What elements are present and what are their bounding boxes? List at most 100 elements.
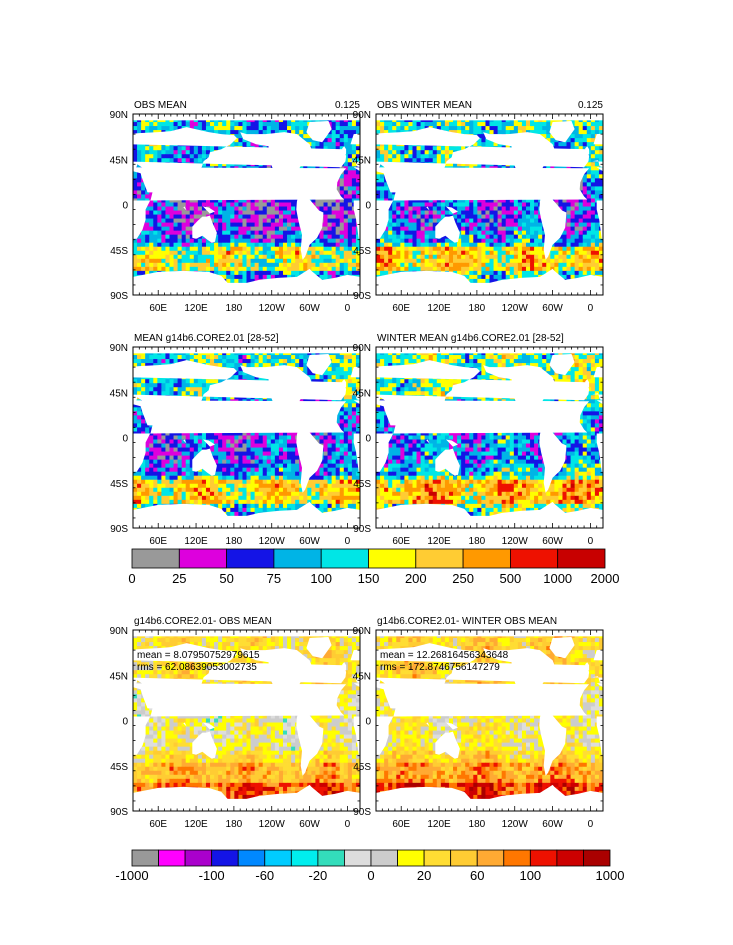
y-tick-label: 90S [353, 291, 371, 302]
colorbar-label: 0 [128, 571, 135, 586]
land-mask [296, 192, 324, 260]
colorbar-swatch [423, 849, 452, 867]
y-tick-label: 45S [110, 479, 128, 490]
colorbar-label: -60 [255, 868, 274, 883]
y-tick-label: 90N [353, 626, 371, 637]
land-mask [549, 121, 575, 143]
land-mask [662, 449, 687, 476]
x-tick-label: 60W [299, 303, 320, 314]
x-tick-label: 60E [149, 819, 167, 830]
y-tick-label: 45S [110, 246, 128, 257]
land-mask [133, 643, 347, 713]
colorbar-swatch [158, 849, 186, 867]
land-mask [192, 448, 217, 476]
stats-label: rms = 172.8746756147279 [380, 662, 500, 673]
land-mask [662, 216, 687, 243]
land-mask [446, 439, 458, 447]
colorbar-label: 1000 [596, 868, 625, 883]
colorbar-swatch [237, 849, 266, 867]
x-tick-label: 0 [588, 819, 594, 830]
land-mask [133, 347, 360, 354]
colorbar-swatch [557, 548, 606, 569]
panel-title: OBS WINTER MEAN [377, 100, 472, 111]
land-mask [423, 206, 430, 211]
x-tick-label: 0 [345, 536, 351, 547]
colorbar-swatch [462, 548, 511, 569]
x-tick-label: 60E [149, 536, 167, 547]
y-tick-label: 90S [110, 807, 128, 818]
land-mask [585, 662, 590, 671]
y-tick-label: 90N [110, 626, 128, 637]
colorbar-swatch [556, 849, 584, 867]
colorbar-label: 0 [367, 868, 374, 883]
minor-ticks [133, 114, 360, 295]
land-mask [435, 731, 460, 759]
map-field [376, 347, 733, 528]
land-mask [203, 722, 215, 730]
colorbar-swatch [131, 849, 159, 867]
colorbar-swatch [397, 849, 425, 867]
land-mask [306, 637, 332, 659]
y-tick-label: 0 [122, 434, 128, 445]
land-mask [603, 785, 733, 811]
colorbar-swatch [226, 548, 275, 569]
x-tick-label: 180 [469, 819, 486, 830]
colorbar-label: 75 [267, 571, 281, 586]
land-mask [673, 440, 685, 447]
x-tick-label: 60E [149, 303, 167, 314]
land-mask [203, 206, 215, 214]
x-tick-label: 120E [427, 536, 451, 547]
land-mask [650, 207, 656, 211]
minor-ticks [376, 630, 603, 811]
land-mask [133, 501, 360, 528]
x-tick-label: 120W [502, 536, 529, 547]
land-mask [349, 649, 360, 684]
colorbar-swatch [264, 849, 292, 867]
land-mask [710, 365, 733, 429]
land-mask [446, 206, 458, 214]
y-tick-label: 90N [353, 343, 371, 354]
colorbar-swatch [178, 548, 228, 569]
colorbar-label: 20 [417, 868, 431, 883]
land-mask [710, 132, 733, 196]
colorbar-label: 150 [358, 571, 380, 586]
panel-title: OBS MEAN [134, 100, 187, 111]
land-mask [133, 114, 360, 121]
x-tick-label: 60E [392, 536, 410, 547]
x-tick-label: 120E [184, 819, 208, 830]
colorbar-label: 200 [405, 571, 427, 586]
x-tick-label: 60W [299, 819, 320, 830]
y-tick-label: 0 [122, 201, 128, 212]
land-mask [603, 502, 733, 528]
land-mask [435, 215, 460, 243]
x-tick-label: 180 [226, 303, 243, 314]
land-mask [180, 722, 187, 727]
land-mask [592, 649, 603, 684]
land-mask [349, 366, 360, 401]
land-mask [585, 379, 590, 388]
x-tick-label: 120E [427, 303, 451, 314]
land-mask [596, 683, 603, 755]
colorbar-swatch [131, 548, 180, 569]
panel-title: WINTER MEAN g14b6.CORE2.01 [28-52] [377, 333, 564, 344]
land-mask [539, 192, 567, 260]
x-tick-label: 120E [184, 303, 208, 314]
colorbar-swatch [509, 548, 559, 569]
land-mask [133, 630, 360, 637]
land-mask [539, 708, 567, 776]
colorbar-swatch [344, 849, 372, 867]
x-tick-label: 120W [259, 819, 286, 830]
colorbar-swatch [273, 548, 322, 569]
land-mask [549, 637, 575, 659]
colorbar-label: 2000 [591, 571, 620, 586]
land-mask [353, 167, 360, 239]
land-mask [673, 723, 685, 730]
colorbar-label: 1000 [543, 571, 572, 586]
y-tick-label: 45S [353, 479, 371, 490]
x-tick-label: 60E [392, 819, 410, 830]
y-tick-label: 45S [353, 246, 371, 257]
land-mask [592, 133, 603, 168]
x-tick-label: 120W [502, 303, 529, 314]
x-tick-label: 0 [345, 303, 351, 314]
